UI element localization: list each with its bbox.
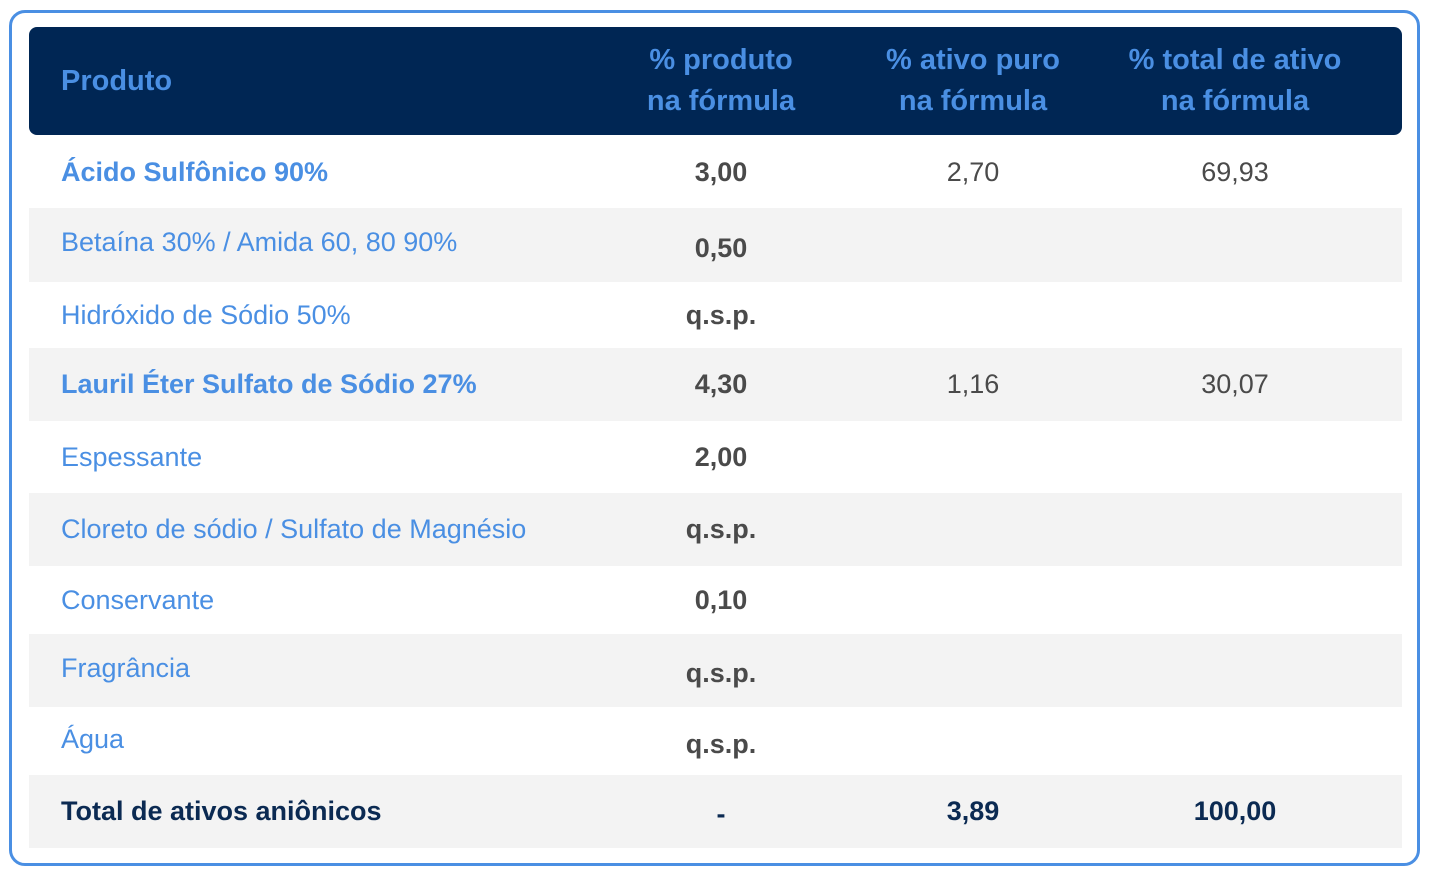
row-produto: Ácido Sulfônico 90%	[61, 157, 329, 187]
total-label: Total de ativos aniônicos	[61, 796, 382, 826]
header-pct-ativo-puro: % ativo puro na fórmula	[885, 44, 1060, 117]
total-pct-total-ativo: 100,00	[1193, 796, 1277, 826]
row-pct-produto: 4,30	[694, 369, 748, 399]
row-pct-total-ativo: 69,93	[1201, 157, 1269, 187]
row-produto: Conservante	[61, 584, 215, 615]
table-row: Espessante 2,00	[29, 421, 1402, 493]
table-row: Fragrância q.s.p.	[29, 634, 1402, 707]
table-row: Ácido Sulfônico 90% 3,00 2,70 69,93	[29, 137, 1402, 208]
row-pct-produto: q.s.p.	[685, 728, 757, 759]
table-frame	[9, 10, 1420, 866]
table-total-row: Total de ativos aniônicos - 3,89 100,00	[29, 775, 1402, 848]
row-pct-total-ativo	[1109, 634, 1361, 707]
table-header: Produto % produto na fórmula % ativo pur…	[29, 27, 1402, 135]
row-pct-total-ativo	[1109, 566, 1361, 634]
row-produto: Espessante	[61, 441, 203, 472]
row-pct-produto: 3,00	[694, 157, 748, 187]
row-pct-produto: q.s.p.	[685, 658, 757, 688]
row-produto: Lauril Éter Sulfato de Sódio 27%	[61, 369, 477, 399]
row-pct-ativo-puro: 1,16	[946, 369, 1000, 399]
total-pct-produto: -	[716, 799, 726, 829]
row-pct-ativo-puro	[869, 634, 1077, 707]
row-pct-total-ativo	[1109, 493, 1361, 566]
row-pct-ativo-puro	[869, 208, 1077, 282]
table-row: Betaína 30% / Amida 60, 80 90% 0,50	[29, 208, 1402, 282]
row-pct-total-ativo	[1109, 421, 1361, 493]
row-pct-ativo-puro: 2,70	[946, 157, 1000, 187]
table-row: Água q.s.p.	[29, 707, 1402, 775]
header-pct-produto: % produto na fórmula	[646, 44, 796, 117]
row-pct-ativo-puro	[869, 707, 1077, 775]
row-pct-ativo-puro	[869, 566, 1077, 634]
row-produto: Betaína 30% / Amida 60, 80 90%	[61, 226, 458, 257]
table-row: Cloreto de sódio / Sulfato de Magnésio q…	[29, 493, 1402, 566]
row-pct-produto: 0,10	[694, 584, 748, 615]
row-pct-produto: q.s.p.	[685, 299, 757, 330]
total-pct-ativo-puro: 3,89	[946, 796, 1000, 826]
row-pct-total-ativo	[1109, 282, 1361, 348]
row-pct-produto: 2,00	[694, 441, 748, 472]
row-pct-ativo-puro	[869, 421, 1077, 493]
row-pct-total-ativo	[1109, 208, 1361, 282]
row-produto: Água	[61, 723, 125, 754]
row-pct-ativo-puro	[869, 282, 1077, 348]
table-row: Lauril Éter Sulfato de Sódio 27% 4,30 1,…	[29, 348, 1402, 421]
row-pct-produto: 0,50	[694, 232, 748, 263]
table-row: Conservante 0,10	[29, 566, 1402, 634]
row-pct-ativo-puro	[869, 493, 1077, 566]
row-pct-produto: q.s.p.	[685, 514, 757, 544]
row-produto: Fragrância	[61, 653, 191, 683]
row-produto: Cloreto de sódio / Sulfato de Magnésio	[61, 514, 527, 544]
row-pct-total-ativo	[1109, 707, 1361, 775]
header-produto: Produto	[61, 64, 173, 97]
header-pct-total-ativo: % total de ativo na fórmula	[1128, 44, 1342, 117]
row-produto: Hidróxido de Sódio 50%	[61, 299, 351, 330]
table-row: Hidróxido de Sódio 50% q.s.p.	[29, 282, 1402, 348]
row-pct-total-ativo: 30,07	[1201, 369, 1269, 399]
